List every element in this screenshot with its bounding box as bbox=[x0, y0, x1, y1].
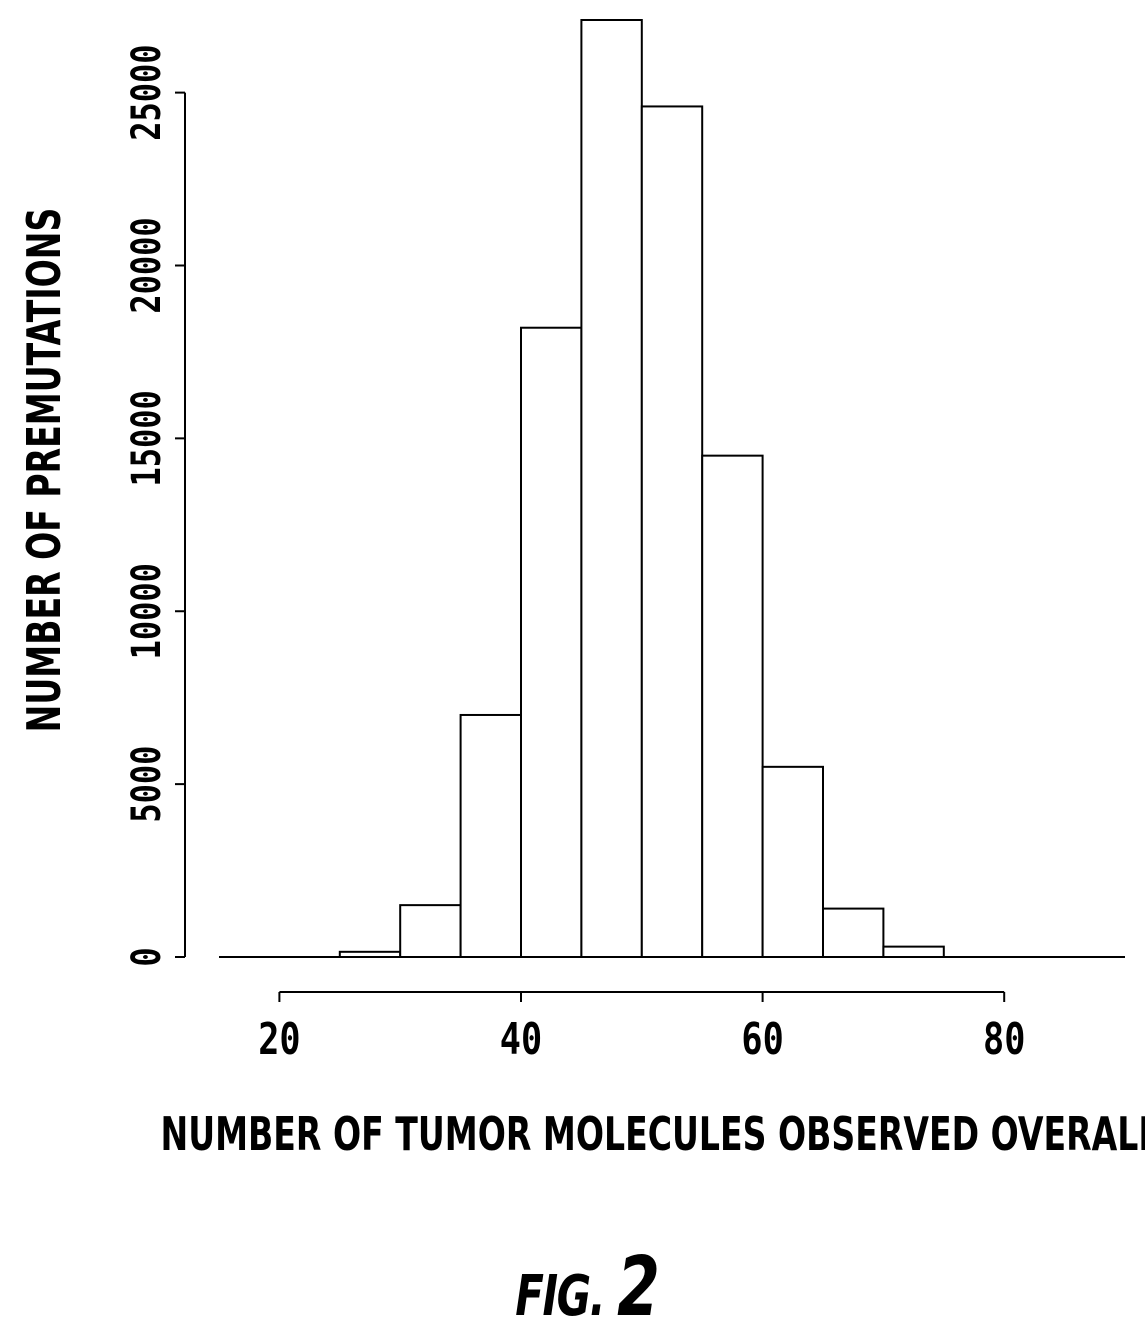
histogram-bar bbox=[761, 765, 824, 958]
histogram-bar bbox=[882, 945, 945, 959]
histogram-bar bbox=[701, 454, 764, 958]
y-axis-title: NUMBER OF PREMUTATIONS bbox=[19, 208, 72, 733]
histogram-bar bbox=[520, 326, 583, 958]
y-tick-label: 15000 bbox=[122, 390, 169, 486]
figure-label: FIG. 2 bbox=[158, 1240, 1017, 1335]
figure-label-number: 2 bbox=[617, 1240, 660, 1335]
y-tick-label: 20000 bbox=[122, 217, 169, 313]
y-axis: 0 5000 10000 15000 20000 25000 bbox=[122, 44, 186, 967]
x-tick-label: 80 bbox=[983, 1014, 1025, 1065]
histogram-bar bbox=[459, 713, 523, 958]
x-axis-title: NUMBER OF TUMOR MOLECULES OBSERVED OVERA… bbox=[160, 1109, 1145, 1162]
y-tick-label: 5000 bbox=[122, 746, 169, 823]
x-tick-label: 20 bbox=[258, 1014, 300, 1065]
x-tick-label: 40 bbox=[500, 1014, 542, 1065]
histogram-bar bbox=[640, 105, 704, 959]
y-tick-label: 10000 bbox=[122, 563, 169, 659]
histogram-bar bbox=[580, 19, 643, 958]
y-tick-label: 0 bbox=[122, 947, 169, 966]
x-tick-label: 60 bbox=[741, 1014, 783, 1065]
histogram-chart: 0 5000 10000 15000 20000 25000 20 40 60 80 NUMBE… bbox=[19, 19, 1145, 1162]
histogram-bar bbox=[822, 907, 885, 959]
y-tick-label: 25000 bbox=[122, 44, 169, 140]
x-axis: 20 40 60 80 bbox=[258, 991, 1025, 1065]
figure-label-prefix: FIG. bbox=[515, 1264, 605, 1329]
histogram-bar bbox=[399, 904, 462, 959]
histogram-bars bbox=[338, 19, 945, 959]
